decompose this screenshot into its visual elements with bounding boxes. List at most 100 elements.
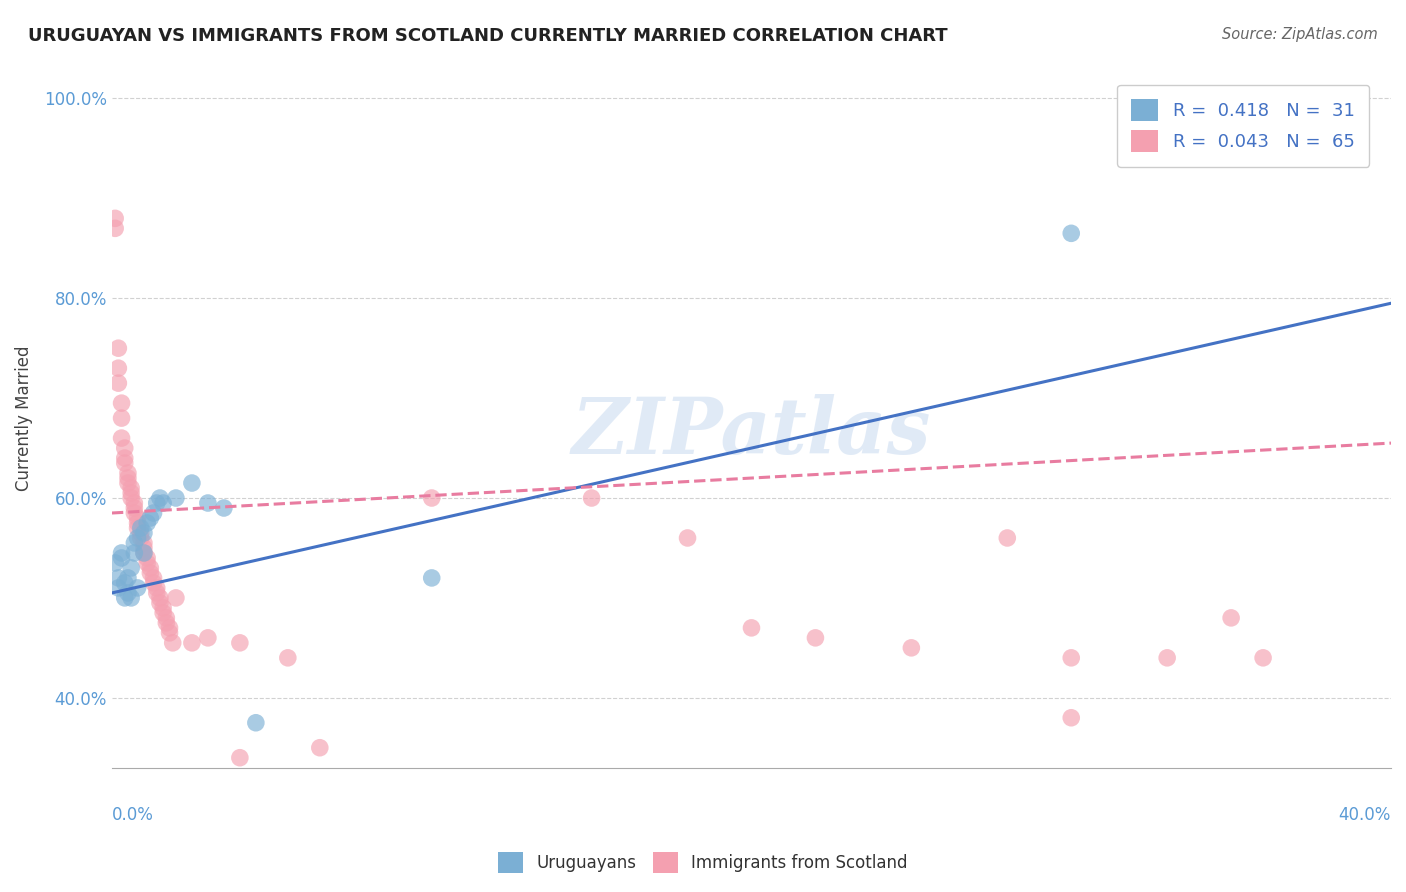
Point [114,591,136,605]
Point [107,341,129,355]
Point [107,581,129,595]
Point [1156,650,1178,665]
Point [155,611,177,625]
Point [120,481,142,495]
Point [139,561,162,575]
Point [152,496,174,510]
Point [136,516,159,530]
Text: 40.0%: 40.0% [1339,806,1391,824]
Point [110,396,132,410]
Point [120,491,142,505]
Point [136,556,159,570]
Point [127,511,149,525]
Point [420,571,443,585]
Point [127,531,149,545]
Point [1060,711,1083,725]
Point [104,211,127,226]
Text: Source: ZipAtlas.com: Source: ZipAtlas.com [1222,27,1378,42]
Y-axis label: Currently Married: Currently Married [15,345,32,491]
Point [132,536,155,550]
Point [132,541,155,555]
Point [124,536,146,550]
Point [152,600,174,615]
Point [197,496,219,510]
Point [180,476,202,491]
Point [117,466,139,480]
Point [114,456,136,470]
Point [308,740,330,755]
Point [149,596,172,610]
Point [120,486,142,500]
Point [129,526,152,541]
Point [229,636,252,650]
Point [127,516,149,530]
Text: ZIPatlas: ZIPatlas [572,394,931,470]
Point [1060,650,1083,665]
Point [129,531,152,545]
Point [149,491,172,505]
Point [995,531,1018,545]
Point [120,561,142,575]
Point [117,476,139,491]
Point [180,636,202,650]
Point [245,715,267,730]
Point [139,511,162,525]
Point [127,581,149,595]
Point [159,621,181,635]
Point [900,640,922,655]
Point [145,586,167,600]
Point [127,521,149,535]
Point [114,441,136,455]
Point [139,566,162,580]
Point [107,376,129,391]
Point [124,496,146,510]
Point [212,501,235,516]
Point [152,606,174,620]
Point [142,575,165,590]
Point [142,506,165,520]
Point [145,496,167,510]
Point [142,571,165,585]
Point [117,571,139,585]
Point [165,591,187,605]
Point [114,451,136,466]
Point [132,526,155,541]
Point [124,506,146,520]
Text: URUGUAYAN VS IMMIGRANTS FROM SCOTLAND CURRENTLY MARRIED CORRELATION CHART: URUGUAYAN VS IMMIGRANTS FROM SCOTLAND CU… [28,27,948,45]
Point [114,575,136,590]
Point [124,546,146,560]
Point [132,546,155,560]
Legend: R =  0.418   N =  31, R =  0.043   N =  65: R = 0.418 N = 31, R = 0.043 N = 65 [1116,85,1369,167]
Point [1060,227,1083,241]
Point [107,361,129,376]
Point [104,556,127,570]
Point [420,491,443,505]
Point [110,546,132,560]
Point [676,531,699,545]
Point [740,621,762,635]
Point [110,411,132,425]
Point [124,501,146,516]
Point [104,221,127,235]
Point [110,431,132,445]
Point [159,625,181,640]
Text: 0.0%: 0.0% [112,806,153,824]
Point [229,750,252,764]
Point [145,581,167,595]
Point [165,491,187,505]
Point [277,650,299,665]
Point [120,591,142,605]
Point [117,586,139,600]
Point [804,631,827,645]
Point [136,551,159,566]
Point [107,571,129,585]
Point [117,471,139,485]
Point [110,551,132,566]
Point [149,591,172,605]
Point [132,546,155,560]
Legend: Uruguayans, Immigrants from Scotland: Uruguayans, Immigrants from Scotland [492,846,914,880]
Point [581,491,603,505]
Point [1251,650,1274,665]
Point [129,521,152,535]
Point [197,631,219,645]
